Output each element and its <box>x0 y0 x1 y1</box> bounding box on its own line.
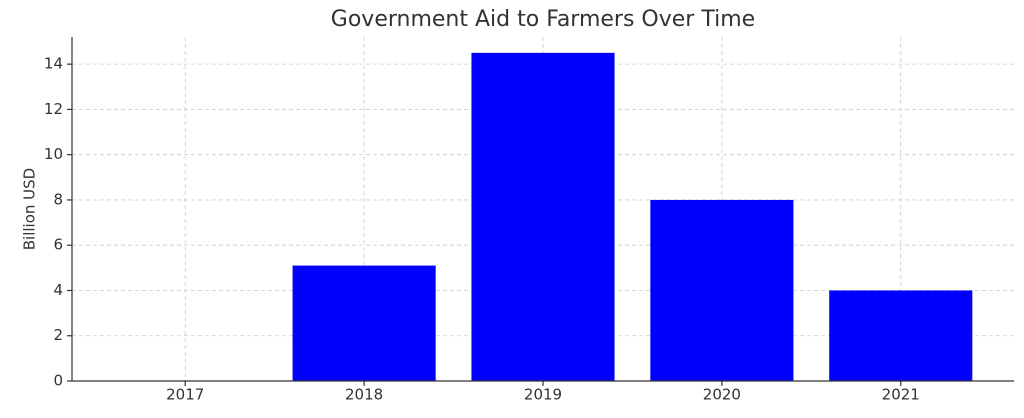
x-tick-label: 2021 <box>882 386 920 404</box>
y-tick-label: 0 <box>53 372 63 390</box>
x-tick-label: 2018 <box>345 386 383 404</box>
y-tick-label: 6 <box>53 236 63 254</box>
y-tick-label: 10 <box>44 145 63 163</box>
bar <box>829 290 973 381</box>
x-tick-label: 2020 <box>703 386 741 404</box>
chart-title: Government Aid to Farmers Over Time <box>331 7 755 32</box>
bar <box>650 199 794 381</box>
y-tick-label: 12 <box>44 100 63 118</box>
bar <box>471 52 615 382</box>
y-tick-label: 4 <box>53 281 63 299</box>
y-tick-label: 8 <box>53 190 63 208</box>
x-tick-label: 2017 <box>166 386 204 404</box>
y-tick-label: 14 <box>44 55 63 73</box>
y-axis-label: Billion USD <box>21 168 39 250</box>
bar <box>292 265 436 381</box>
x-tick-label: 2019 <box>524 386 562 404</box>
y-tick-label: 2 <box>53 326 63 344</box>
